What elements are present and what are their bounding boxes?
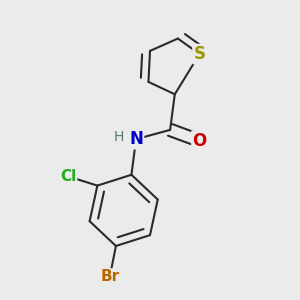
Text: S: S <box>194 45 206 63</box>
Text: N: N <box>129 130 143 148</box>
Text: Br: Br <box>100 269 119 284</box>
Text: O: O <box>192 132 207 150</box>
Text: Cl: Cl <box>60 169 76 184</box>
Text: H: H <box>114 130 124 144</box>
